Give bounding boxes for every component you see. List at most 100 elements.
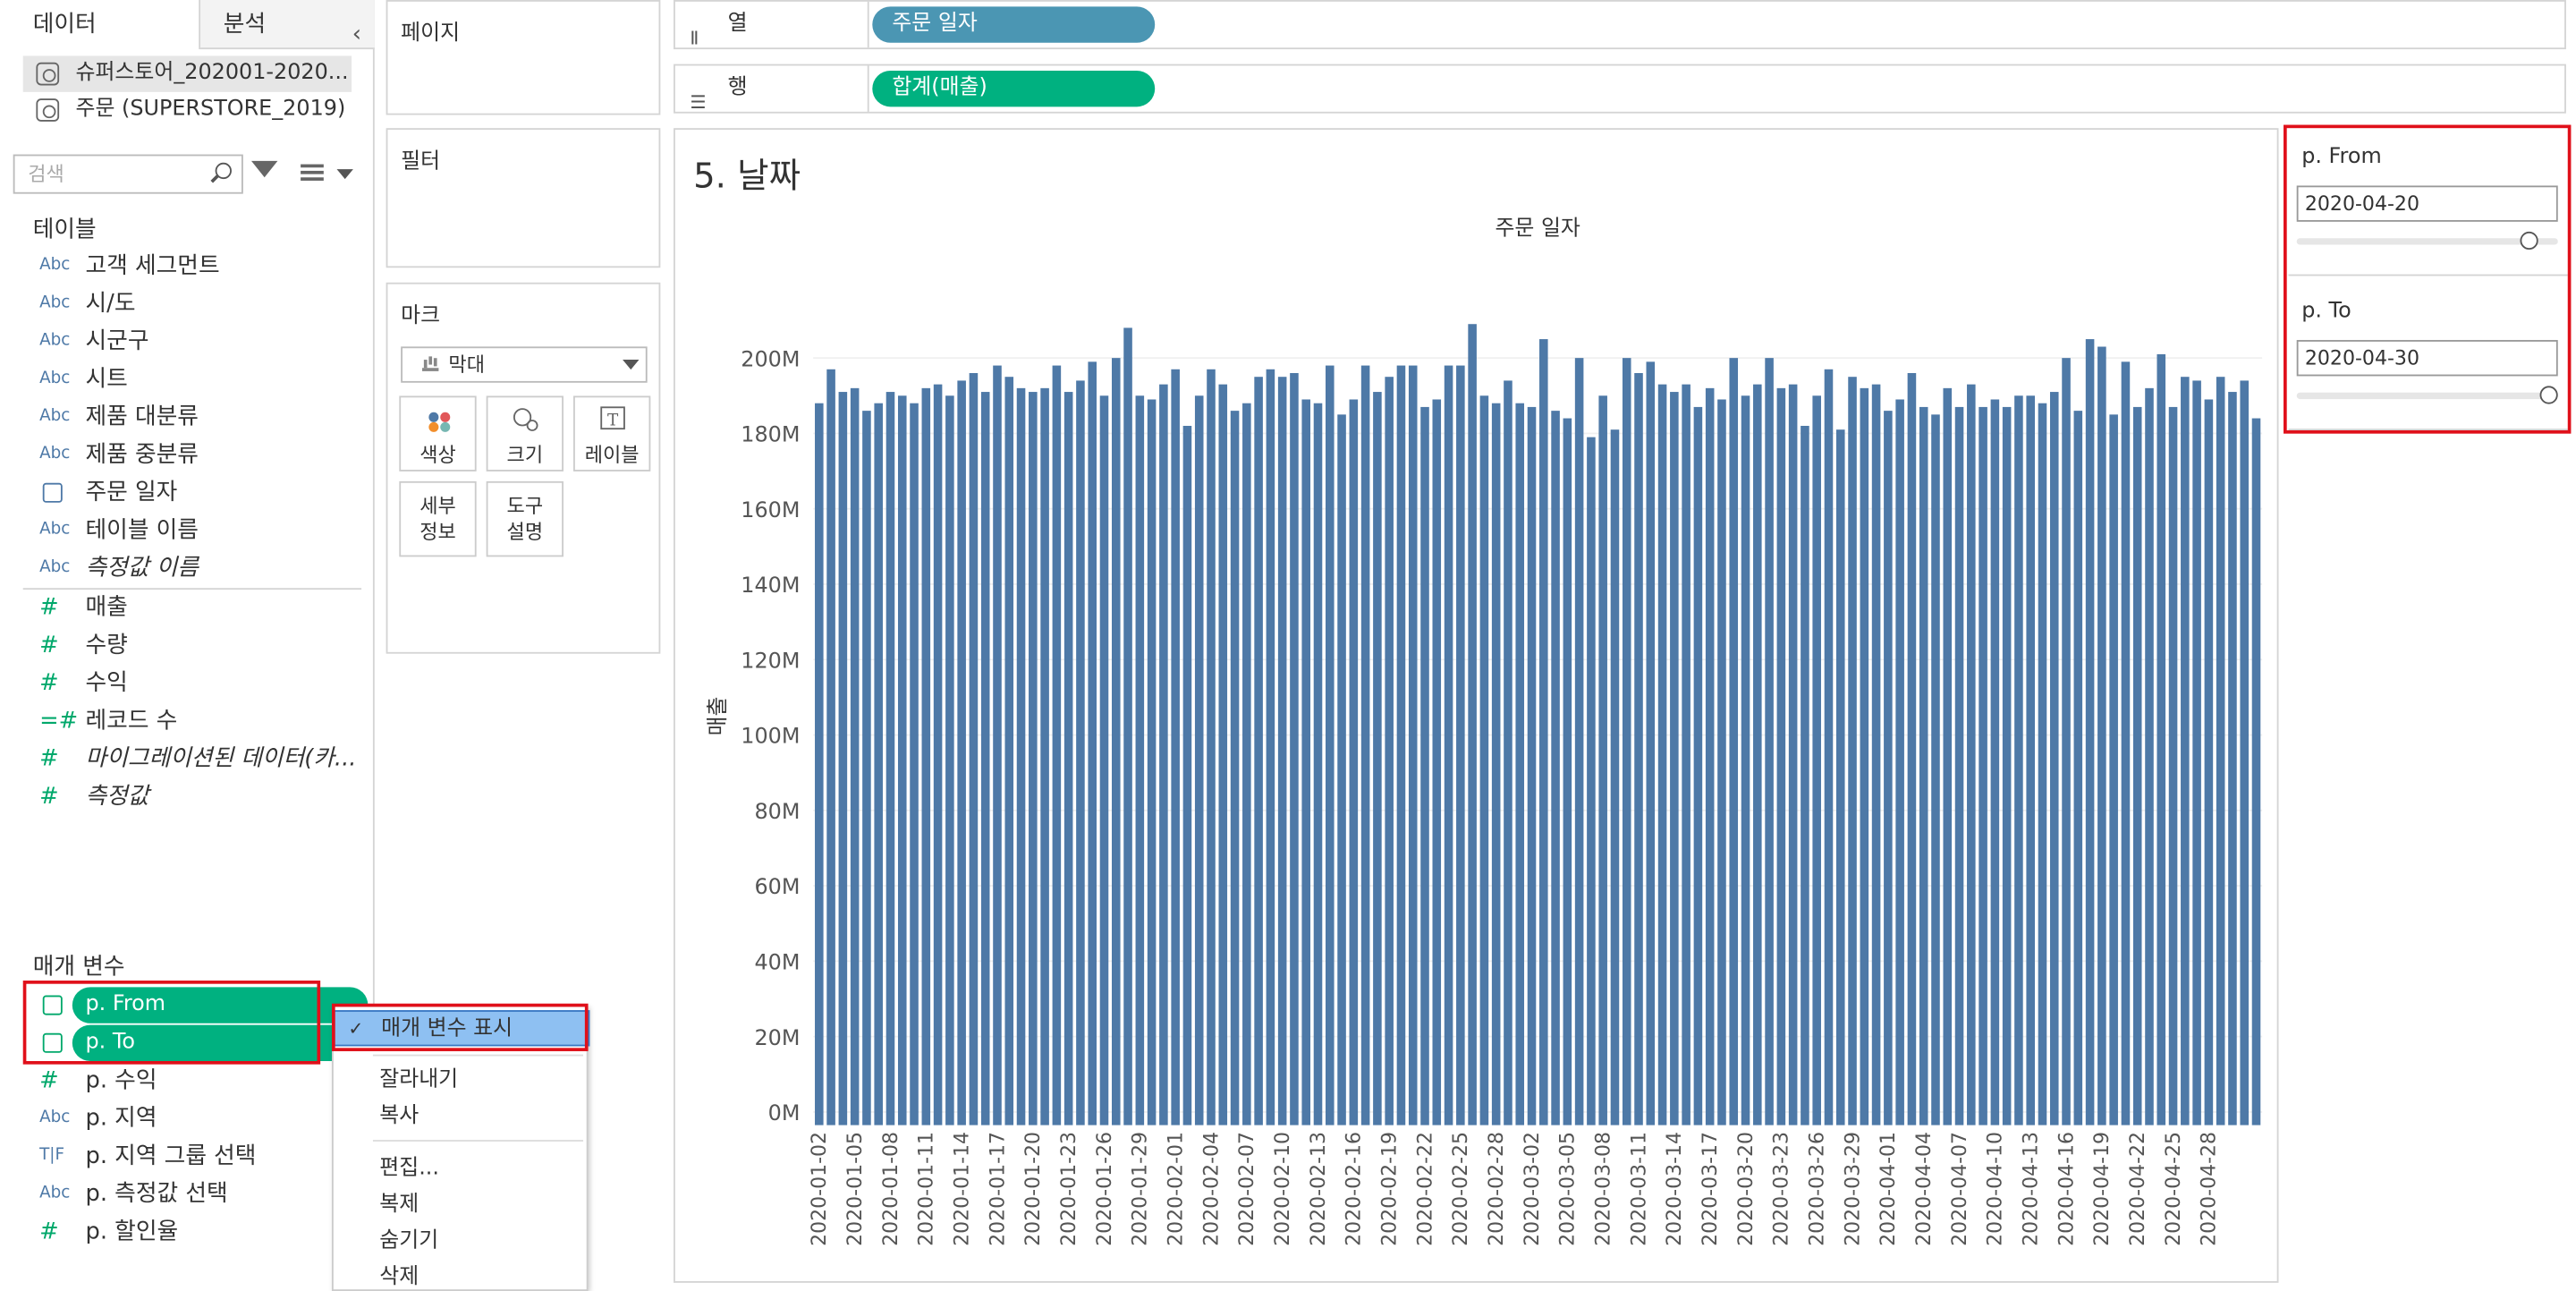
bar[interactable]: [933, 384, 943, 1125]
menu-item[interactable]: 복사: [334, 1099, 590, 1134]
bar[interactable]: [2192, 380, 2201, 1125]
filters-card[interactable]: 필터: [386, 128, 661, 268]
field-item[interactable]: T|F p. 지역 그룹 선택: [23, 1138, 369, 1174]
bar[interactable]: [874, 403, 883, 1125]
bar[interactable]: [1373, 392, 1382, 1125]
bar[interactable]: [1801, 425, 1809, 1125]
bar[interactable]: [1088, 361, 1097, 1125]
bar[interactable]: [2038, 403, 2047, 1125]
bar[interactable]: [980, 392, 990, 1125]
field-item[interactable]: # 수량: [23, 627, 369, 663]
field-item[interactable]: Abc 시트: [23, 361, 369, 397]
columns-pill[interactable]: 주문 일자: [872, 6, 1156, 43]
bar[interactable]: [993, 365, 1002, 1125]
bar[interactable]: [910, 403, 919, 1125]
bar[interactable]: [1242, 403, 1251, 1125]
field-item[interactable]: Abc 제품 대분류: [23, 399, 369, 435]
bar[interactable]: [1408, 365, 1418, 1125]
menu-item[interactable]: 삭제: [334, 1260, 590, 1291]
menu-item[interactable]: 편집...: [334, 1151, 590, 1187]
bar[interactable]: [1907, 372, 1917, 1125]
bar[interactable]: [1670, 392, 1679, 1125]
bar[interactable]: [2181, 377, 2190, 1125]
bar[interactable]: [2216, 377, 2225, 1125]
bar[interactable]: [1325, 365, 1335, 1125]
bar[interactable]: [945, 395, 954, 1125]
bar[interactable]: [1182, 425, 1192, 1125]
bar[interactable]: [2251, 418, 2261, 1125]
field-item[interactable]: # 수익: [23, 666, 369, 701]
bar[interactable]: [2145, 387, 2154, 1125]
bar[interactable]: [1029, 392, 1038, 1125]
bar[interactable]: [2085, 339, 2095, 1125]
tooltip-button[interactable]: 도구 설명: [486, 480, 564, 557]
bar[interactable]: [1979, 406, 1987, 1125]
bar[interactable]: [2240, 380, 2249, 1125]
bar[interactable]: [1717, 399, 1726, 1125]
tab-data[interactable]: 데이터: [0, 0, 201, 50]
datasource-item[interactable]: 주문 (SUPERSTORE_2019): [23, 92, 352, 128]
bar[interactable]: [1218, 384, 1228, 1125]
field-item[interactable]: =# 레코드 수: [23, 703, 369, 739]
size-button[interactable]: 크기: [486, 395, 564, 471]
bar[interactable]: [1456, 365, 1465, 1125]
bar[interactable]: [1741, 395, 1750, 1125]
field-item[interactable]: # 매출: [23, 590, 369, 625]
bar[interactable]: [815, 403, 824, 1125]
bar[interactable]: [1895, 399, 1904, 1125]
bar[interactable]: [1848, 377, 1857, 1125]
filter-icon[interactable]: [251, 160, 278, 178]
datasource-item[interactable]: 슈퍼스토어_202001-2020...: [22, 55, 352, 92]
bar[interactable]: [1682, 384, 1690, 1125]
bar[interactable]: [1254, 377, 1263, 1125]
bar[interactable]: [1563, 418, 1572, 1125]
bar[interactable]: [1468, 324, 1477, 1125]
menu-item[interactable]: 잘라내기: [334, 1063, 590, 1099]
bar[interactable]: [1539, 339, 1548, 1125]
menu-item[interactable]: 숨기기: [334, 1224, 590, 1260]
bar[interactable]: [1729, 358, 1739, 1125]
bar[interactable]: [1776, 387, 1786, 1125]
bar[interactable]: [1943, 387, 1953, 1125]
bar[interactable]: [1587, 437, 1596, 1125]
mark-type-dropdown[interactable]: 막대: [401, 346, 648, 383]
bar[interactable]: [1420, 406, 1429, 1125]
bar[interactable]: [1230, 411, 1240, 1125]
bar[interactable]: [1504, 380, 1513, 1125]
bar[interactable]: [1753, 384, 1762, 1125]
field-item[interactable]: # p. 수익: [23, 1063, 369, 1099]
bar[interactable]: [1788, 384, 1798, 1125]
bar[interactable]: [1835, 429, 1845, 1125]
bar[interactable]: [1099, 395, 1109, 1125]
bar[interactable]: [826, 369, 835, 1125]
bar[interactable]: [1919, 406, 1928, 1125]
bar[interactable]: [2132, 406, 2142, 1125]
bar[interactable]: [1479, 395, 1489, 1125]
bar[interactable]: [957, 380, 966, 1125]
bar[interactable]: [1860, 387, 1869, 1125]
param-from-input[interactable]: 2020-04-20: [2296, 185, 2558, 222]
bar[interactable]: [1444, 365, 1453, 1125]
bar[interactable]: [1432, 399, 1442, 1125]
list-view-icon[interactable]: [301, 164, 324, 181]
chevron-left-icon[interactable]: ‹: [352, 21, 362, 48]
bar[interactable]: [1515, 403, 1525, 1125]
bar[interactable]: [2073, 411, 2083, 1125]
bar[interactable]: [1622, 358, 1631, 1125]
field-item[interactable]: Abc 시군구: [23, 324, 369, 360]
bar[interactable]: [2228, 392, 2237, 1125]
bar[interactable]: [1385, 377, 1394, 1125]
bar[interactable]: [1598, 395, 1607, 1125]
label-button[interactable]: T 레이블: [573, 395, 651, 471]
bar[interactable]: [1123, 327, 1132, 1125]
field-item[interactable]: Abc 시/도: [23, 285, 369, 321]
slider-thumb[interactable]: [2539, 386, 2558, 404]
rows-pill[interactable]: 합계(매출): [872, 70, 1156, 107]
bar[interactable]: [1052, 365, 1062, 1125]
pages-card[interactable]: 페이지: [386, 0, 661, 115]
field-item[interactable]: Abc 테이블 이름: [23, 513, 369, 548]
bar[interactable]: [1812, 395, 1821, 1125]
bar[interactable]: [1337, 414, 1346, 1125]
chevron-down-icon[interactable]: [336, 169, 353, 180]
bar[interactable]: [1004, 377, 1014, 1125]
